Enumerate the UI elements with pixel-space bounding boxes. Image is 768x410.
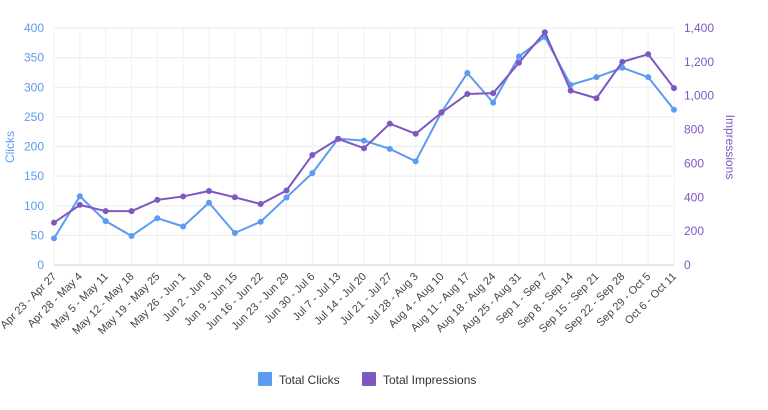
- data-point-impressions[interactable]: [541, 29, 548, 36]
- data-point-impressions[interactable]: [102, 208, 109, 215]
- data-point-impressions[interactable]: [283, 187, 290, 194]
- data-point-impressions[interactable]: [567, 87, 574, 94]
- data-point-impressions[interactable]: [309, 151, 316, 158]
- data-point-impressions[interactable]: [231, 194, 238, 201]
- right-tick-label: 1,000: [684, 89, 714, 103]
- right-tick-label: 800: [684, 123, 704, 137]
- data-point-clicks[interactable]: [412, 158, 419, 165]
- data-point-impressions[interactable]: [76, 201, 83, 208]
- right-axis-ticks: 0 200 400 600 800 1,000 1,200 1,400: [684, 21, 714, 272]
- data-point-clicks[interactable]: [361, 137, 367, 144]
- legend-label-impressions: Total Impressions: [383, 373, 476, 387]
- data-point-clicks[interactable]: [257, 218, 264, 225]
- data-point-clicks[interactable]: [283, 194, 290, 201]
- left-tick-label: 350: [24, 51, 44, 65]
- legend-label-clicks: Total Clicks: [279, 373, 340, 387]
- series-layer: [51, 29, 677, 242]
- left-axis-ticks: 0 50 100 150 200 250 300 350 400: [24, 21, 44, 272]
- data-point-clicks[interactable]: [180, 223, 187, 230]
- data-point-clicks[interactable]: [231, 230, 238, 237]
- right-tick-label: 400: [684, 190, 704, 204]
- data-point-impressions[interactable]: [386, 120, 393, 127]
- data-point-impressions[interactable]: [361, 145, 367, 152]
- legend-item-impressions[interactable]: Total Impressions: [362, 372, 476, 387]
- left-tick-label: 200: [24, 140, 44, 154]
- left-tick-label: 100: [24, 199, 44, 213]
- legend: Total Clicks Total Impressions: [258, 372, 476, 387]
- data-point-clicks[interactable]: [386, 145, 393, 152]
- left-tick-label: 150: [24, 169, 44, 183]
- right-tick-label: 0: [684, 258, 691, 272]
- data-point-clicks[interactable]: [102, 218, 109, 225]
- data-point-impressions[interactable]: [619, 58, 626, 65]
- data-point-clicks[interactable]: [671, 106, 677, 113]
- data-point-impressions[interactable]: [593, 95, 600, 102]
- data-point-impressions[interactable]: [128, 208, 135, 215]
- left-tick-label: 300: [24, 80, 44, 94]
- data-point-clicks[interactable]: [206, 199, 212, 206]
- data-point-impressions[interactable]: [206, 188, 212, 195]
- data-point-impressions[interactable]: [490, 90, 497, 97]
- right-tick-label: 1,200: [684, 55, 714, 69]
- data-point-impressions[interactable]: [645, 51, 652, 58]
- data-point-clicks[interactable]: [645, 74, 652, 81]
- grid-lines: [53, 27, 675, 266]
- left-tick-label: 400: [24, 21, 44, 35]
- left-axis-title: Clicks: [3, 131, 17, 163]
- data-point-impressions[interactable]: [257, 201, 264, 208]
- data-point-impressions[interactable]: [516, 59, 522, 66]
- data-point-clicks[interactable]: [154, 215, 161, 222]
- data-point-clicks[interactable]: [51, 235, 57, 242]
- data-point-clicks[interactable]: [128, 232, 135, 239]
- data-point-clicks[interactable]: [309, 170, 316, 177]
- right-tick-label: 1,400: [684, 21, 714, 35]
- data-point-impressions[interactable]: [464, 91, 471, 98]
- data-point-impressions[interactable]: [671, 85, 677, 92]
- data-point-impressions[interactable]: [154, 196, 161, 203]
- legend-swatch-impressions: [362, 372, 376, 386]
- left-tick-label: 0: [37, 258, 44, 272]
- data-point-clicks[interactable]: [76, 193, 83, 200]
- data-point-clicks[interactable]: [490, 99, 497, 106]
- data-point-clicks[interactable]: [593, 74, 600, 81]
- data-point-impressions[interactable]: [412, 130, 419, 137]
- data-point-impressions[interactable]: [335, 135, 342, 142]
- data-point-clicks[interactable]: [619, 64, 626, 71]
- data-point-clicks[interactable]: [516, 53, 522, 60]
- left-tick-label: 50: [31, 228, 45, 242]
- data-point-clicks[interactable]: [464, 70, 471, 77]
- data-point-impressions[interactable]: [180, 193, 187, 200]
- right-tick-label: 600: [684, 156, 704, 170]
- right-tick-label: 200: [684, 224, 704, 238]
- legend-swatch-clicks: [258, 372, 272, 386]
- data-point-impressions[interactable]: [51, 219, 57, 226]
- legend-item-clicks[interactable]: Total Clicks: [258, 372, 340, 387]
- right-axis-title: Impressions: [723, 115, 737, 180]
- data-point-impressions[interactable]: [438, 109, 445, 116]
- left-tick-label: 250: [24, 110, 44, 124]
